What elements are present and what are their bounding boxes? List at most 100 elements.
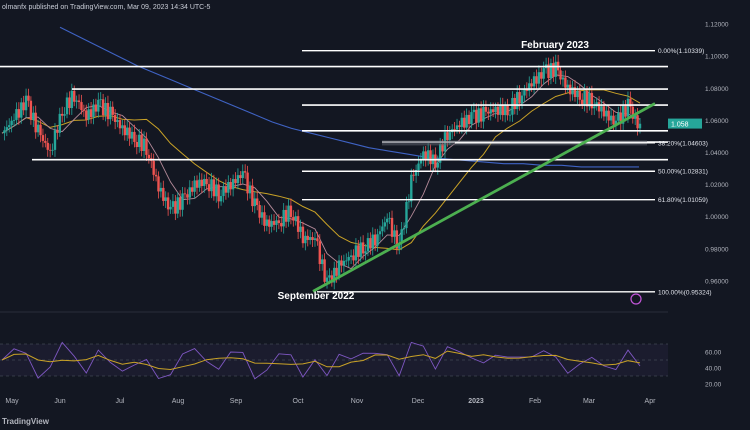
candle-body bbox=[455, 125, 459, 130]
candle-body bbox=[525, 88, 529, 91]
candle-body bbox=[518, 92, 521, 104]
candle-body bbox=[75, 100, 78, 102]
candle-body bbox=[265, 219, 269, 226]
candle-body bbox=[549, 63, 553, 79]
candle-body bbox=[458, 125, 461, 127]
time-tick-label: Sep bbox=[230, 398, 243, 405]
candle-body bbox=[506, 105, 509, 116]
current-price-tag bbox=[668, 118, 702, 129]
candle-body bbox=[111, 106, 114, 115]
time-tick-label: Jun bbox=[54, 398, 65, 405]
candle-body bbox=[256, 198, 259, 206]
candle-body bbox=[212, 179, 216, 197]
candle-body bbox=[188, 187, 191, 198]
candle-body bbox=[169, 206, 172, 210]
candle-body bbox=[106, 103, 110, 120]
candle-body bbox=[472, 109, 476, 113]
candle-body bbox=[10, 120, 13, 126]
candle-body bbox=[542, 68, 545, 79]
candle-body bbox=[491, 109, 495, 113]
candle-body bbox=[224, 186, 228, 193]
candle-body bbox=[253, 198, 256, 207]
published-text: olmanfx published on TradingView.com, Ma… bbox=[2, 4, 211, 11]
candle-body bbox=[270, 221, 273, 227]
candle-body bbox=[484, 106, 488, 112]
price-tick-label: 0.96000 bbox=[705, 278, 729, 285]
price-tick-label: 1.12000 bbox=[705, 22, 729, 29]
candle-body bbox=[58, 113, 61, 133]
candle-body bbox=[248, 185, 252, 194]
time-tick-label: Oct bbox=[293, 398, 304, 405]
candle-body bbox=[12, 119, 16, 121]
candle-body bbox=[171, 201, 175, 207]
candle-body bbox=[166, 197, 170, 210]
candle-body bbox=[17, 109, 21, 118]
candle-body bbox=[130, 131, 134, 139]
time-tick-label: Feb bbox=[529, 398, 541, 405]
candle-body bbox=[44, 140, 47, 143]
candle-body bbox=[465, 114, 468, 128]
candle-body bbox=[176, 197, 179, 214]
candle-body bbox=[564, 77, 567, 88]
candle-body bbox=[424, 151, 427, 161]
price-tick-label: 1.00000 bbox=[705, 214, 729, 221]
candle-body bbox=[552, 63, 555, 77]
candle-body bbox=[400, 229, 403, 243]
candle-body bbox=[398, 242, 401, 249]
candle-body bbox=[482, 106, 485, 122]
candle-body bbox=[463, 117, 466, 128]
candle-body bbox=[347, 256, 350, 261]
time-tick-label: 2023 bbox=[468, 398, 484, 405]
candle-body bbox=[97, 99, 100, 112]
candle-body bbox=[36, 124, 40, 133]
candle-body bbox=[470, 112, 473, 125]
candle-body bbox=[378, 231, 382, 235]
candle-body bbox=[99, 99, 102, 101]
candle-body bbox=[405, 201, 408, 229]
candle-body bbox=[578, 90, 582, 100]
candle-body bbox=[243, 171, 247, 173]
candle-body bbox=[597, 102, 601, 112]
candle-body bbox=[275, 220, 278, 225]
candle-body bbox=[318, 241, 321, 265]
candle-body bbox=[516, 92, 519, 110]
time-tick-label: Mar bbox=[583, 398, 596, 405]
candle-body bbox=[56, 130, 59, 133]
rsi-signal-line bbox=[1, 350, 641, 371]
candle-body bbox=[605, 110, 608, 117]
high-annotation: February 2023 bbox=[521, 40, 589, 51]
candle-body bbox=[520, 95, 524, 104]
candle-body bbox=[92, 104, 95, 118]
candle-body bbox=[32, 112, 35, 120]
candle-body bbox=[422, 151, 425, 160]
candle-body bbox=[46, 142, 49, 150]
candle-body bbox=[612, 115, 615, 125]
candle-body bbox=[402, 228, 406, 230]
candle-body bbox=[85, 110, 88, 120]
candle-body bbox=[561, 77, 565, 80]
candle-body bbox=[268, 219, 271, 227]
candle-body bbox=[426, 150, 430, 161]
candle-body bbox=[89, 109, 93, 118]
candle-body bbox=[229, 182, 232, 190]
candle-body bbox=[222, 186, 225, 197]
candle-body bbox=[453, 129, 456, 130]
candle-body bbox=[217, 184, 220, 202]
candle-body bbox=[342, 260, 346, 266]
candle-body bbox=[22, 102, 25, 111]
candle-body bbox=[323, 259, 326, 282]
candle-body bbox=[364, 251, 367, 254]
low-annotation: September 2022 bbox=[278, 291, 355, 302]
candle-body bbox=[3, 130, 6, 134]
candle-body bbox=[501, 104, 504, 116]
time-tick-label: Nov bbox=[351, 398, 364, 405]
candle-body bbox=[260, 212, 264, 218]
candle-body bbox=[27, 95, 30, 101]
candle-body bbox=[203, 178, 206, 186]
candle-body bbox=[352, 255, 355, 261]
candle-body bbox=[246, 172, 249, 194]
candle-body bbox=[227, 182, 230, 193]
candle-body bbox=[376, 234, 379, 246]
